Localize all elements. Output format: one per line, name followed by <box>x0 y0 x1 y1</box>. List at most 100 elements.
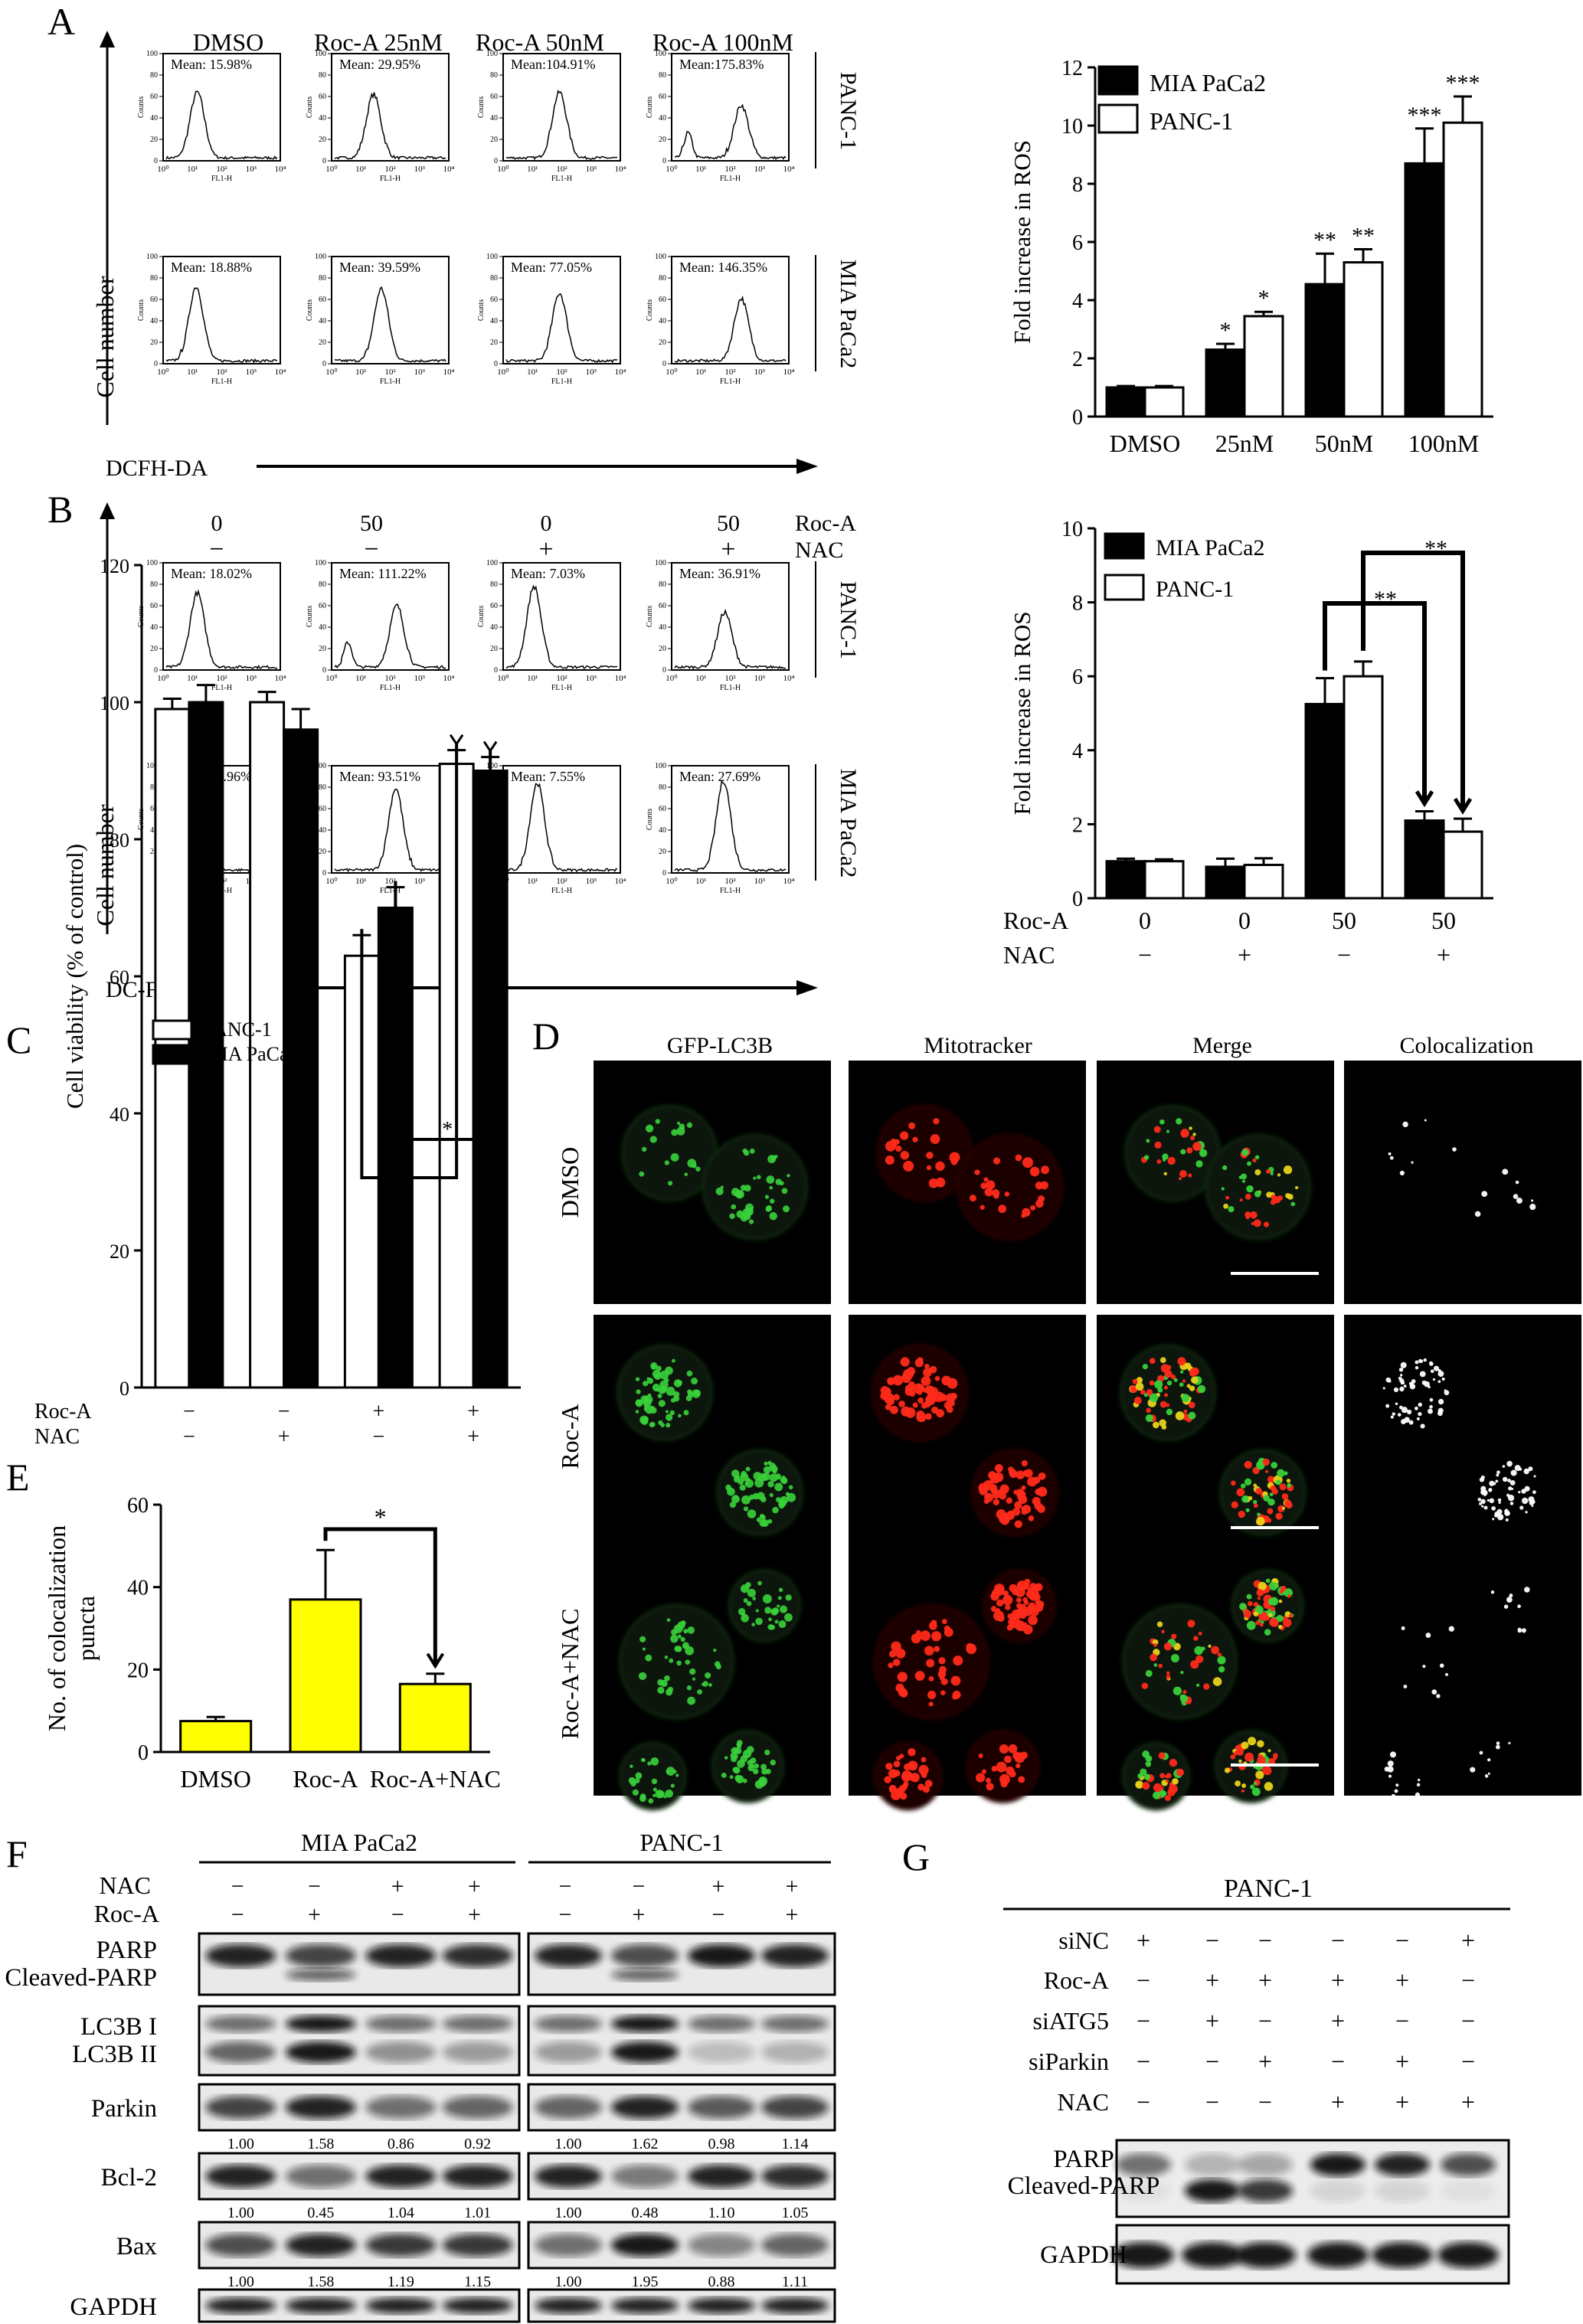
gfp-punctum <box>785 1594 792 1601</box>
column-header: Roc-A 25nM <box>314 28 443 56</box>
histogram-ytick-label: 0 <box>154 360 158 368</box>
gfp-punctum <box>777 1604 780 1608</box>
merge-punctum <box>1161 1424 1167 1430</box>
histogram-frame <box>502 256 621 364</box>
histogram-ytick-label: 60 <box>319 602 326 610</box>
treatment-sign: − <box>1331 2048 1345 2075</box>
merge-punctum <box>1179 1170 1187 1178</box>
gfp-punctum <box>630 1764 633 1768</box>
histogram-xtick-label: 10³ <box>414 674 426 683</box>
colocalization-punctum <box>1496 1744 1500 1750</box>
mito-punctum <box>898 1785 906 1793</box>
merge-punctum <box>1280 1585 1287 1592</box>
merge-punctum <box>1188 1411 1196 1420</box>
histogram-ytick-label: 100 <box>146 253 158 261</box>
histogram-mean-label: Mean: 29.95% <box>339 57 420 72</box>
colocalization-punctum <box>1389 1155 1394 1160</box>
treatment-sign: − <box>1137 2088 1150 2116</box>
colocalization-punctum <box>1521 1628 1526 1633</box>
gfp-punctum <box>731 1495 740 1504</box>
merge-punctum <box>1241 1173 1247 1180</box>
merge-punctum <box>1270 1485 1277 1492</box>
colocalization-punctum <box>1518 1491 1521 1494</box>
mito-punctum <box>909 1774 916 1782</box>
gfp-punctum <box>779 1181 784 1186</box>
mito-punctum <box>1012 1508 1021 1516</box>
gfp-punctum <box>671 1629 678 1636</box>
gfp-punctum <box>775 1497 781 1502</box>
mito-punctum <box>921 1757 927 1763</box>
histogram-xtick-label: 10⁴ <box>443 368 455 377</box>
gfp-punctum <box>680 1620 686 1626</box>
significance-marker: * <box>374 1503 387 1531</box>
histogram-xtick-label: 10¹ <box>355 877 366 886</box>
histogram-ytick-label: 100 <box>315 762 326 770</box>
mito-punctum <box>927 1690 937 1700</box>
mito-punctum <box>975 1773 986 1783</box>
gfp-punctum <box>675 1646 682 1652</box>
merge-punctum <box>1267 1508 1274 1515</box>
histogram-xtick-label: 10⁰ <box>325 368 338 377</box>
blot-band <box>365 1944 437 1967</box>
histogram-ytick-label: 0 <box>662 360 666 368</box>
bar <box>1304 702 1346 900</box>
blot-band-cleaved <box>1375 2179 1430 2202</box>
gfp-punctum <box>770 1198 775 1204</box>
gfp-punctum <box>678 1414 682 1418</box>
microscopy-tile <box>1344 1315 1581 1558</box>
mito-punctum <box>926 1659 935 1668</box>
colocalization-punctum <box>1523 1468 1529 1475</box>
gfp-punctum <box>757 1580 762 1586</box>
gfp-punctum <box>753 1472 762 1481</box>
roc-a-sign: + <box>468 1902 481 1927</box>
gfp-punctum <box>643 1416 649 1422</box>
histogram-ytick-label: 100 <box>315 559 326 567</box>
colocalization-punctum <box>1382 1387 1385 1390</box>
colocalization-punctum <box>1385 1404 1390 1408</box>
histogram-ytick-label: 0 <box>662 869 666 878</box>
gfp-punctum <box>764 1195 770 1199</box>
histogram-xlabel: FL1-H <box>551 684 572 692</box>
merge-punctum <box>1265 1578 1271 1584</box>
merge-punctum <box>1166 1671 1170 1675</box>
gfp-punctum <box>655 1790 664 1799</box>
histogram-xtick-label: 10⁴ <box>615 165 626 174</box>
merge-punctum <box>1180 1671 1184 1675</box>
x-tick-label-row1: 0 <box>1139 907 1151 934</box>
mito-punctum <box>1035 1599 1041 1605</box>
gfp-punctum <box>766 1175 775 1184</box>
gfp-punctum <box>725 1484 732 1491</box>
mito-punctum <box>966 1642 974 1652</box>
merge-punctum <box>1239 1198 1243 1202</box>
merge-punctum <box>1254 1155 1260 1160</box>
colocalization-punctum <box>1397 1413 1401 1417</box>
histogram-xlabel: FL1-H <box>720 378 741 386</box>
colocalization-punctum <box>1398 1376 1402 1381</box>
blot-band <box>205 2096 276 2119</box>
gfp-punctum <box>729 1775 734 1780</box>
mito-punctum <box>928 1621 937 1630</box>
gfp-punctum <box>676 1121 681 1125</box>
gfp-punctum <box>746 1746 754 1754</box>
merge-punctum <box>1146 1139 1150 1143</box>
merge-punctum <box>1269 1492 1274 1497</box>
y-axis-label: No. of colocalization <box>43 1525 70 1731</box>
merge-punctum <box>1195 1160 1203 1168</box>
merge-punctum <box>1179 1370 1184 1374</box>
histogram-curve <box>165 589 278 670</box>
colocalization-punctum <box>1433 1365 1440 1371</box>
histogram-ylabel: Counts <box>477 299 486 321</box>
microscopy-tile <box>1344 1552 1581 1799</box>
y-tick-label: 20 <box>110 1240 129 1263</box>
merge-punctum <box>1188 1401 1195 1409</box>
column-roc-a-value: 50 <box>360 511 383 536</box>
merge-punctum <box>1253 1219 1261 1227</box>
gfp-punctum <box>683 1629 688 1634</box>
histogram-curve <box>334 286 446 363</box>
gfp-punctum <box>647 1761 652 1766</box>
blot-band <box>285 2165 356 2188</box>
histogram-ytick-label: 60 <box>659 805 666 813</box>
merge-punctum <box>1247 1161 1251 1166</box>
significance-bracket <box>360 744 459 1179</box>
merge-punctum <box>1279 1483 1287 1491</box>
